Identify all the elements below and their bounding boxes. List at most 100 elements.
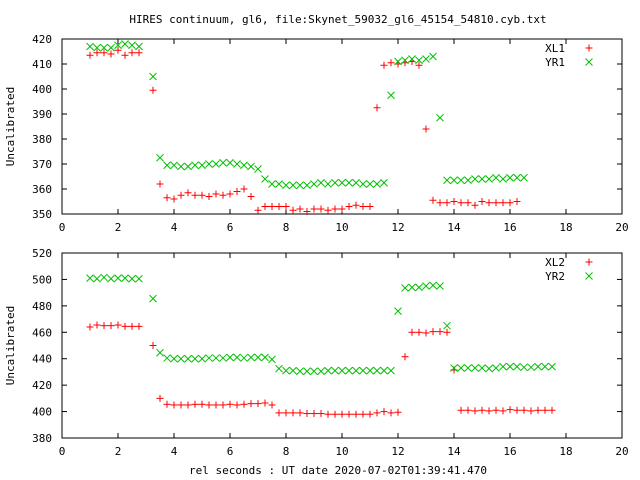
data-point (135, 322, 143, 330)
data-point (471, 407, 479, 415)
data-point (261, 399, 269, 407)
legend-label: XL2 (545, 256, 565, 269)
data-point (121, 274, 129, 282)
data-point (261, 353, 269, 362)
x-tick-label: 8 (283, 221, 290, 234)
data-point (275, 409, 283, 417)
y-tick-label: 370 (32, 158, 52, 171)
data-point (380, 408, 388, 416)
data-point (212, 190, 220, 198)
data-point (310, 180, 318, 188)
y-tick-label: 500 (32, 273, 52, 286)
data-point (415, 283, 423, 292)
data-point (345, 366, 353, 375)
data-point (422, 282, 430, 290)
data-point (177, 191, 185, 199)
data-point (233, 188, 241, 195)
data-point (345, 410, 353, 418)
data-point (247, 400, 255, 408)
data-point (128, 49, 136, 57)
data-point (114, 274, 122, 282)
series-XL2 (86, 321, 556, 418)
data-point (289, 206, 297, 214)
data-point (415, 61, 423, 69)
legend-label: XL1 (545, 42, 565, 55)
y-tick-label: 480 (32, 300, 52, 313)
y-tick-label: 400 (32, 406, 52, 419)
data-point (513, 406, 521, 414)
data-point (219, 158, 227, 167)
y-tick-label: 460 (32, 326, 52, 339)
data-point (86, 323, 94, 331)
data-point (177, 401, 185, 409)
data-point (233, 353, 241, 362)
data-point (492, 199, 500, 207)
data-point (219, 191, 227, 199)
data-point (345, 203, 353, 210)
data-point (296, 367, 304, 376)
data-point (247, 162, 255, 171)
data-point (184, 162, 192, 171)
data-point (268, 203, 276, 210)
data-point (212, 160, 220, 168)
data-point (282, 181, 290, 190)
data-point (506, 199, 514, 207)
x-tick-label: 6 (227, 445, 234, 458)
data-point (317, 178, 325, 187)
legend-label: YR2 (545, 270, 565, 283)
data-point (457, 199, 465, 207)
data-point (296, 181, 304, 190)
x-tick-label: 10 (335, 445, 348, 458)
data-point (450, 198, 458, 205)
data-point (338, 366, 346, 375)
data-point (359, 180, 367, 188)
data-point (107, 322, 115, 330)
data-point (527, 407, 535, 415)
data-point (324, 206, 332, 214)
y-tick-label: 420 (32, 33, 52, 46)
data-point (114, 41, 122, 50)
data-point (394, 57, 402, 66)
data-point (394, 307, 402, 315)
data-point (366, 366, 374, 375)
data-point (226, 400, 234, 408)
data-point (226, 190, 234, 198)
data-point (170, 195, 178, 203)
data-point (331, 205, 339, 213)
data-point (429, 196, 437, 204)
data-point (443, 176, 451, 185)
data-point (198, 400, 206, 408)
legend-marker (585, 58, 593, 66)
data-point (478, 198, 486, 205)
data-point (359, 203, 367, 210)
data-point (338, 205, 346, 213)
data-point (226, 158, 234, 167)
data-point (436, 328, 444, 336)
data-point (415, 56, 423, 65)
data-point (247, 193, 255, 200)
data-point (254, 400, 262, 408)
data-point (310, 410, 318, 418)
data-point (205, 193, 213, 200)
y-tick-label: 400 (32, 83, 52, 96)
data-point (380, 366, 388, 375)
data-point (520, 363, 528, 372)
x-tick-label: 0 (59, 221, 66, 234)
data-point (324, 180, 332, 188)
data-point (135, 274, 143, 283)
data-point (422, 125, 430, 133)
data-point (331, 178, 339, 187)
y-tick-label: 380 (32, 432, 52, 445)
data-point (366, 180, 374, 188)
data-point (163, 194, 171, 202)
bottom-panel: 0 2 4 6 8 10 12 14 16 18 20 380 400 420 440 460 480 500 52… (4, 247, 629, 458)
data-point (191, 400, 199, 408)
x-tick-label: 18 (559, 445, 572, 458)
data-point (100, 43, 108, 52)
data-point (282, 409, 290, 417)
x-tick-label: 16 (503, 445, 516, 458)
x-tick-label: 4 (171, 221, 178, 234)
data-point (499, 175, 507, 183)
data-point (422, 329, 430, 337)
series-YR2 (86, 273, 556, 376)
